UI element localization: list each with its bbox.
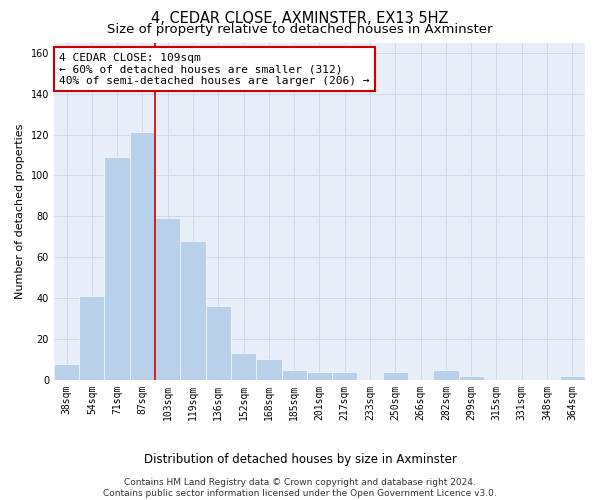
Bar xyxy=(281,370,307,380)
Bar xyxy=(256,360,281,380)
Bar xyxy=(560,376,585,380)
Text: Distribution of detached houses by size in Axminster: Distribution of detached houses by size … xyxy=(143,452,457,466)
Text: Size of property relative to detached houses in Axminster: Size of property relative to detached ho… xyxy=(107,22,493,36)
Bar xyxy=(155,218,181,380)
Bar xyxy=(332,372,358,380)
Bar xyxy=(104,157,130,380)
Bar xyxy=(383,372,408,380)
Text: 4 CEDAR CLOSE: 109sqm
← 60% of detached houses are smaller (312)
40% of semi-det: 4 CEDAR CLOSE: 109sqm ← 60% of detached … xyxy=(59,52,370,86)
Bar xyxy=(79,296,104,380)
Bar xyxy=(181,241,206,380)
Text: Contains HM Land Registry data © Crown copyright and database right 2024.
Contai: Contains HM Land Registry data © Crown c… xyxy=(103,478,497,498)
Bar xyxy=(433,370,458,380)
Y-axis label: Number of detached properties: Number of detached properties xyxy=(15,124,25,299)
Bar xyxy=(458,376,484,380)
Bar xyxy=(54,364,79,380)
Bar xyxy=(130,132,155,380)
Bar xyxy=(307,372,332,380)
Text: 4, CEDAR CLOSE, AXMINSTER, EX13 5HZ: 4, CEDAR CLOSE, AXMINSTER, EX13 5HZ xyxy=(151,11,449,26)
Bar xyxy=(206,306,231,380)
Bar xyxy=(231,354,256,380)
